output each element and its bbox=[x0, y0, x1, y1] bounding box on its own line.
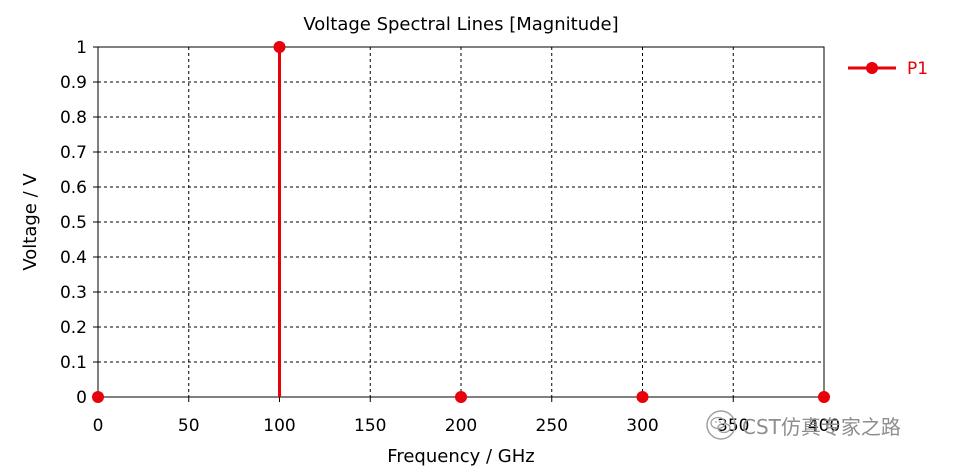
x-tick-label: 100 bbox=[263, 416, 295, 436]
y-tick-label: 1 bbox=[76, 38, 87, 58]
data-point[interactable] bbox=[273, 41, 286, 53]
x-tick-label: 200 bbox=[445, 416, 477, 436]
y-tick-label: 0.4 bbox=[60, 248, 87, 268]
x-tick-label: 0 bbox=[93, 416, 104, 436]
x-axis-ticks: 0 50 100 150 200 250 300 350 400 bbox=[93, 397, 840, 436]
x-tick-label: 250 bbox=[536, 416, 568, 436]
y-axis-ticks: 0 0.1 0.2 0.3 0.4 0.5 0.6 0.7 0.8 0.9 1 bbox=[60, 38, 98, 408]
y-tick-label: 0.3 bbox=[60, 283, 87, 303]
chart-title: Voltage Spectral Lines [Magnitude] bbox=[303, 14, 618, 35]
x-tick-label: 150 bbox=[354, 416, 386, 436]
legend[interactable]: P1 bbox=[848, 59, 928, 79]
grid-lines bbox=[98, 47, 824, 397]
y-axis-label: Voltage / V bbox=[20, 173, 41, 271]
y-tick-label: 0.7 bbox=[60, 143, 87, 163]
y-tick-label: 0.6 bbox=[60, 178, 87, 198]
data-point[interactable] bbox=[636, 391, 649, 403]
y-tick-label: 0.9 bbox=[60, 73, 87, 93]
x-axis-label: Frequency / GHz bbox=[387, 446, 534, 467]
x-tick-label: 400 bbox=[808, 416, 840, 436]
series-layer bbox=[92, 41, 830, 403]
legend-label: P1 bbox=[907, 59, 928, 79]
x-tick-label: 300 bbox=[626, 416, 658, 436]
data-point[interactable] bbox=[818, 391, 830, 403]
data-point[interactable] bbox=[455, 391, 467, 403]
y-tick-label: 0.8 bbox=[60, 108, 87, 128]
wechat-logo-icon bbox=[706, 410, 736, 440]
y-tick-label: 0.5 bbox=[60, 213, 87, 233]
legend-swatch-marker bbox=[866, 62, 878, 74]
y-tick-label: 0.1 bbox=[60, 353, 87, 373]
watermark-text: CST仿真专家之路 bbox=[742, 414, 901, 439]
x-tick-label: 50 bbox=[178, 416, 200, 436]
y-tick-label: 0 bbox=[76, 388, 87, 408]
data-point[interactable] bbox=[92, 391, 104, 403]
watermark: CST仿真专家之路 bbox=[706, 408, 901, 442]
y-tick-label: 0.2 bbox=[60, 318, 87, 338]
